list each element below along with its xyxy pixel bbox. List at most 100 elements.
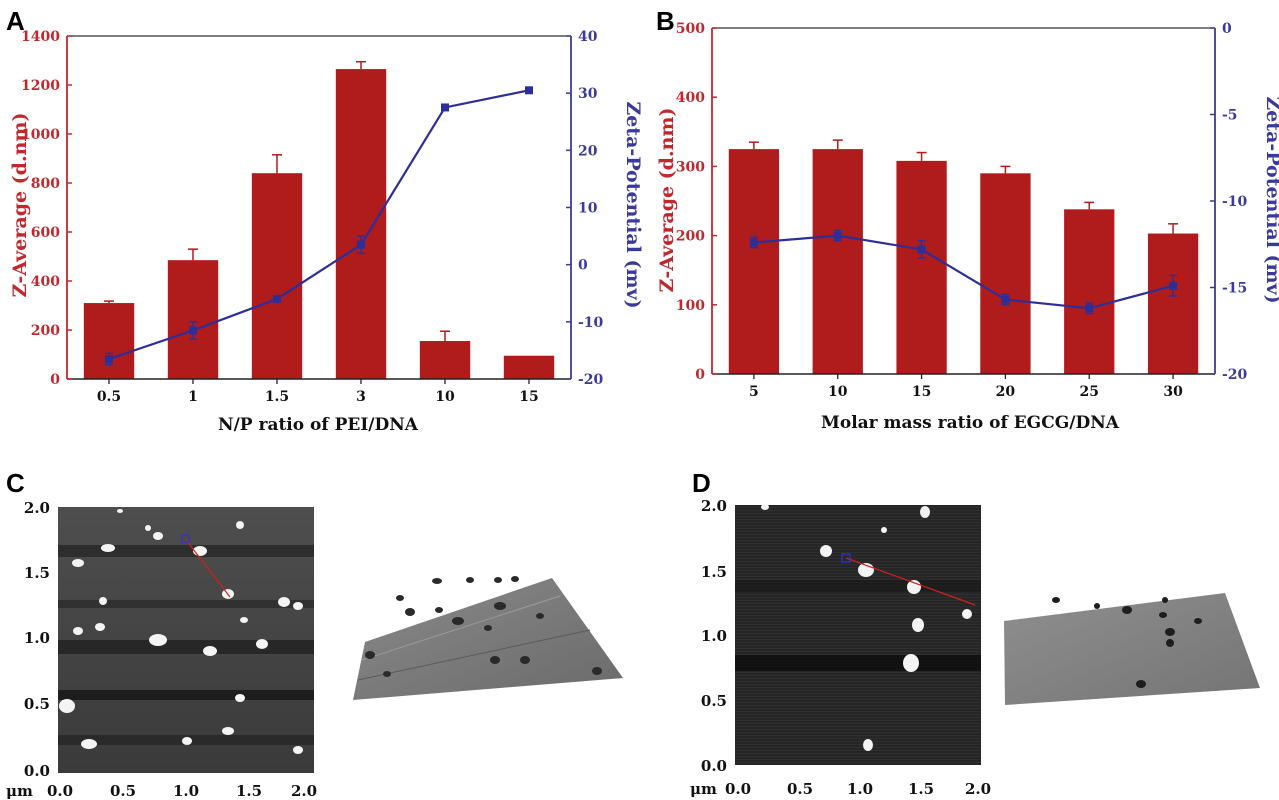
afm-c-ytick: 1.0: [24, 629, 50, 647]
afm-d-ytick: 0.0: [701, 757, 727, 775]
chart-a-y2tick-label: 10: [578, 201, 598, 217]
chart-b-line-point: [917, 245, 926, 254]
afm-c-xtick: 1.5: [236, 782, 262, 800]
chart-a-bar: [251, 173, 303, 379]
afm-c-measure-line: [185, 539, 231, 598]
chart-a-ytick-label: 800: [31, 176, 60, 192]
chart-a: 0 200 400 600 800 1000 1200 1400 -20 -10 0 10 20 30 40…: [9, 29, 644, 435]
chart-a-xtick-label: 3: [356, 389, 366, 405]
afm-c-xtick: 0.5: [110, 782, 136, 800]
panel-label-d: D: [692, 468, 711, 498]
chart-a-y2tick-label: -20: [578, 372, 604, 388]
afm-c-xtick: 1.0: [173, 782, 199, 800]
chart-b-ytick-label: 200: [676, 229, 705, 245]
chart-b-y2tick-label: 0: [1222, 21, 1232, 37]
afm-d-xtick: 1.5: [908, 780, 934, 798]
chart-b-line-series: [753, 234, 1174, 310]
chart-b-y2label: Zeta-Potential (mv): [1262, 96, 1279, 303]
chart-a-xtick-label: 15: [519, 389, 538, 405]
chart-b-line-point: [833, 231, 842, 240]
afm-image-c: [58, 507, 314, 773]
chart-a-y2tick-label: 40: [578, 29, 598, 45]
chart-a-xtick-label: 1: [188, 389, 198, 405]
chart-b-bar: [1147, 233, 1199, 374]
afm-d-unit: μm: [690, 780, 717, 798]
panel-label-a: A: [6, 6, 25, 36]
afm-d-axes: 2.0 1.5 1.0 0.5 0.0 μm 0.0 0.5 1.0 1.5 2…: [690, 497, 991, 798]
chart-a-y2label: Zeta-Potential (mv): [622, 101, 644, 308]
afm-d-ytick: 1.0: [701, 627, 727, 645]
chart-a-ytick-label: 0: [50, 372, 60, 388]
afm-c-ytick: 0.0: [24, 762, 50, 780]
afm-d-ytick: 0.5: [701, 692, 727, 710]
chart-a-ylabel: Z-Average (d.nm): [9, 113, 31, 298]
chart-a-y2tick-label: 20: [578, 143, 598, 159]
chart-b-ytick-label: 500: [676, 21, 705, 37]
afm-d-measure-marker: [841, 553, 851, 563]
panel-label-b: B: [656, 6, 675, 36]
chart-a-bar: [335, 69, 387, 379]
chart-b-ytick-label: 100: [676, 298, 705, 314]
chart-a-y2tick-label: -10: [578, 315, 604, 331]
afm-c-xtick: 0.0: [47, 782, 73, 800]
chart-b-y2tick-label: -10: [1222, 194, 1248, 210]
chart-a-bar: [503, 355, 555, 379]
chart-b-bar: [728, 149, 780, 374]
chart-b-line-point: [749, 238, 758, 247]
chart-a-ytick-label: 1200: [21, 78, 60, 94]
afm-c-measure-marker: [181, 534, 190, 543]
afm-d-xtick: 0.5: [787, 780, 813, 798]
chart-a-ytick-label: 400: [31, 274, 60, 290]
chart-b-line-point: [1085, 304, 1094, 313]
afm-d-3d-bumps: [1052, 597, 1202, 688]
afm-c-3d-surface: [353, 576, 623, 700]
chart-a-bar: [419, 341, 471, 379]
chart-b-xtick-label: 25: [1080, 384, 1099, 400]
chart-a-y2tick-label: 0: [578, 258, 588, 274]
chart-a-line-point: [525, 86, 533, 95]
chart-b-ylabel: Z-Average (d.nm): [656, 108, 678, 293]
chart-a-line-series: [108, 89, 530, 361]
afm-d-xtick: 0.0: [725, 780, 751, 798]
chart-b-ytick-label: 400: [676, 90, 705, 106]
chart-a-y2tick-label: 30: [578, 86, 598, 102]
chart-a-xlabel: N/P ratio of PEI/DNA: [218, 415, 419, 435]
afm-c-ytick: 2.0: [24, 499, 50, 517]
chart-b-bar: [1064, 209, 1115, 374]
afm-c-streak: [58, 600, 314, 608]
chart-a-xtick-label: 10: [435, 389, 455, 405]
chart-b-ytick-label: 300: [676, 159, 705, 175]
afm-d-ytick: 1.5: [701, 563, 727, 581]
chart-b-bar: [896, 160, 947, 374]
afm-d-xtick: 1.0: [847, 780, 873, 798]
afm-c-ytick: 1.5: [24, 564, 50, 582]
chart-a-line-point: [441, 103, 449, 112]
chart-a-bar: [83, 303, 135, 379]
chart-b-xtick-label: 10: [828, 384, 848, 400]
chart-a-line-point: [189, 326, 197, 335]
afm-d-3d-plane: [1004, 593, 1260, 705]
chart-b-y2tick-label: -20: [1222, 367, 1248, 383]
chart-b-xtick-label: 30: [1163, 384, 1183, 400]
afm-c-streak: [58, 640, 314, 654]
chart-a-ytick-label: 600: [31, 225, 60, 241]
afm-c-ytick: 0.5: [24, 695, 50, 713]
afm-d-ytick: 2.0: [701, 497, 727, 515]
chart-a-bar: [167, 260, 219, 379]
chart-b-xtick-label: 5: [749, 384, 759, 400]
afm-d-background: [735, 505, 981, 765]
chart-a-line-point: [273, 294, 281, 303]
chart-a-ytick-label: 1000: [21, 127, 60, 143]
afm-c-streak: [58, 545, 314, 557]
chart-a-line-point: [105, 354, 113, 363]
chart-a-line-point: [357, 240, 365, 249]
afm-image-d: [735, 504, 981, 765]
chart-b-line-point: [1001, 295, 1010, 304]
afm-c-3d-plane: [353, 578, 623, 700]
chart-b-xtick-label: 20: [996, 384, 1016, 400]
chart-a-ytick-label: 1400: [21, 29, 60, 45]
afm-c-streak: [58, 690, 314, 700]
chart-a-ytick-label: 200: [31, 323, 60, 339]
